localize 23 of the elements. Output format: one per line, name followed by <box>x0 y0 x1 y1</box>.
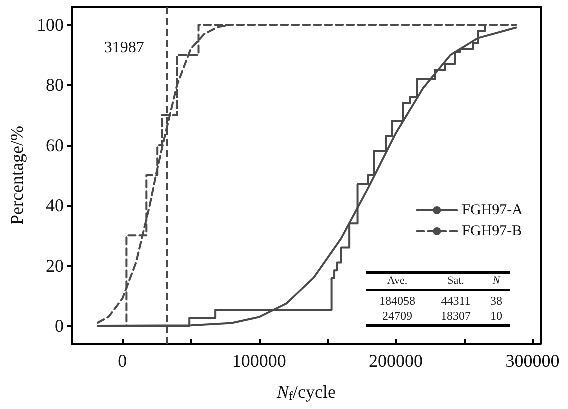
y-tick-label: 20 <box>46 256 64 276</box>
y-tick-label: 40 <box>46 196 64 216</box>
annotation: 44311 <box>440 293 472 309</box>
annotation: Sat. <box>446 274 466 289</box>
ref-line-label: 31987 <box>104 40 144 56</box>
x-tick-label: 200000 <box>369 351 424 371</box>
legend-label: FGH97-A <box>462 202 524 218</box>
y-tick-label: 80 <box>46 75 64 96</box>
annotation: Ave. <box>386 274 409 289</box>
y-tick-label: 60 <box>46 135 64 156</box>
legend-label: FGH97-B <box>462 224 522 240</box>
annotation: 24709 <box>382 309 414 325</box>
annotation: 18307 <box>440 309 472 325</box>
annotation: N <box>492 274 502 289</box>
annotation: 38 <box>490 293 504 309</box>
y-tick-label: 0 <box>55 316 64 336</box>
annotation: 10 <box>490 309 504 325</box>
annotation: 184058 <box>378 293 416 309</box>
y-tick-label: 100 <box>37 15 64 36</box>
x-tick-label: 300000 <box>506 351 560 371</box>
y-axis-title: Percentage/% <box>7 126 28 225</box>
x-tick-label: 100000 <box>232 351 286 371</box>
x-tick-label: 0 <box>118 351 128 371</box>
